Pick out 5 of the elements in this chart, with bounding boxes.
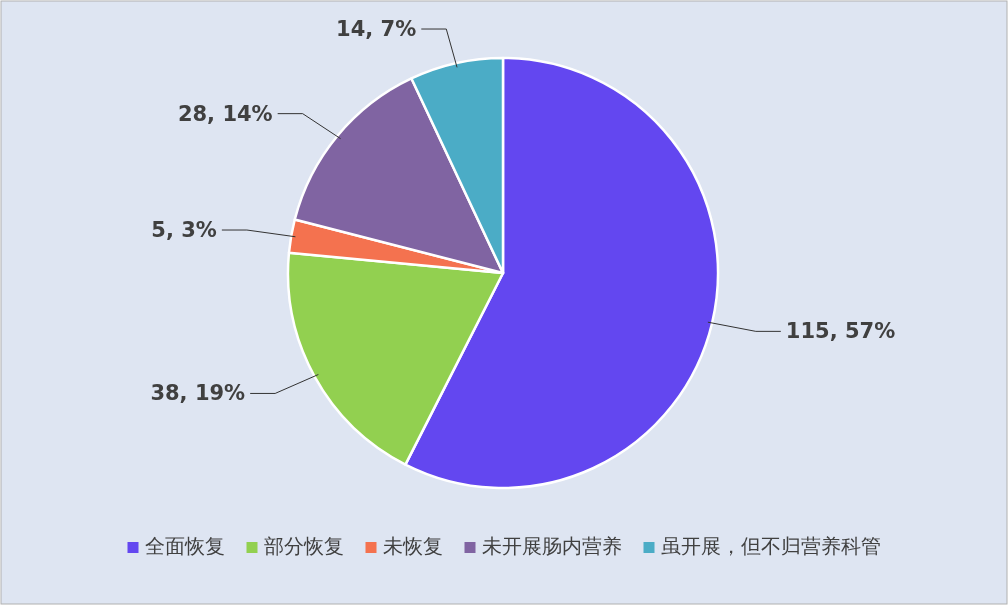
legend-label: 未开展肠内营养 (481, 534, 622, 558)
legend-label: 虽开展，但不归营养科管 (660, 534, 881, 558)
legend-label: 部分恢复 (263, 534, 344, 558)
legend-label: 未恢复 (382, 534, 443, 558)
legend-label: 全面恢复 (144, 534, 225, 558)
